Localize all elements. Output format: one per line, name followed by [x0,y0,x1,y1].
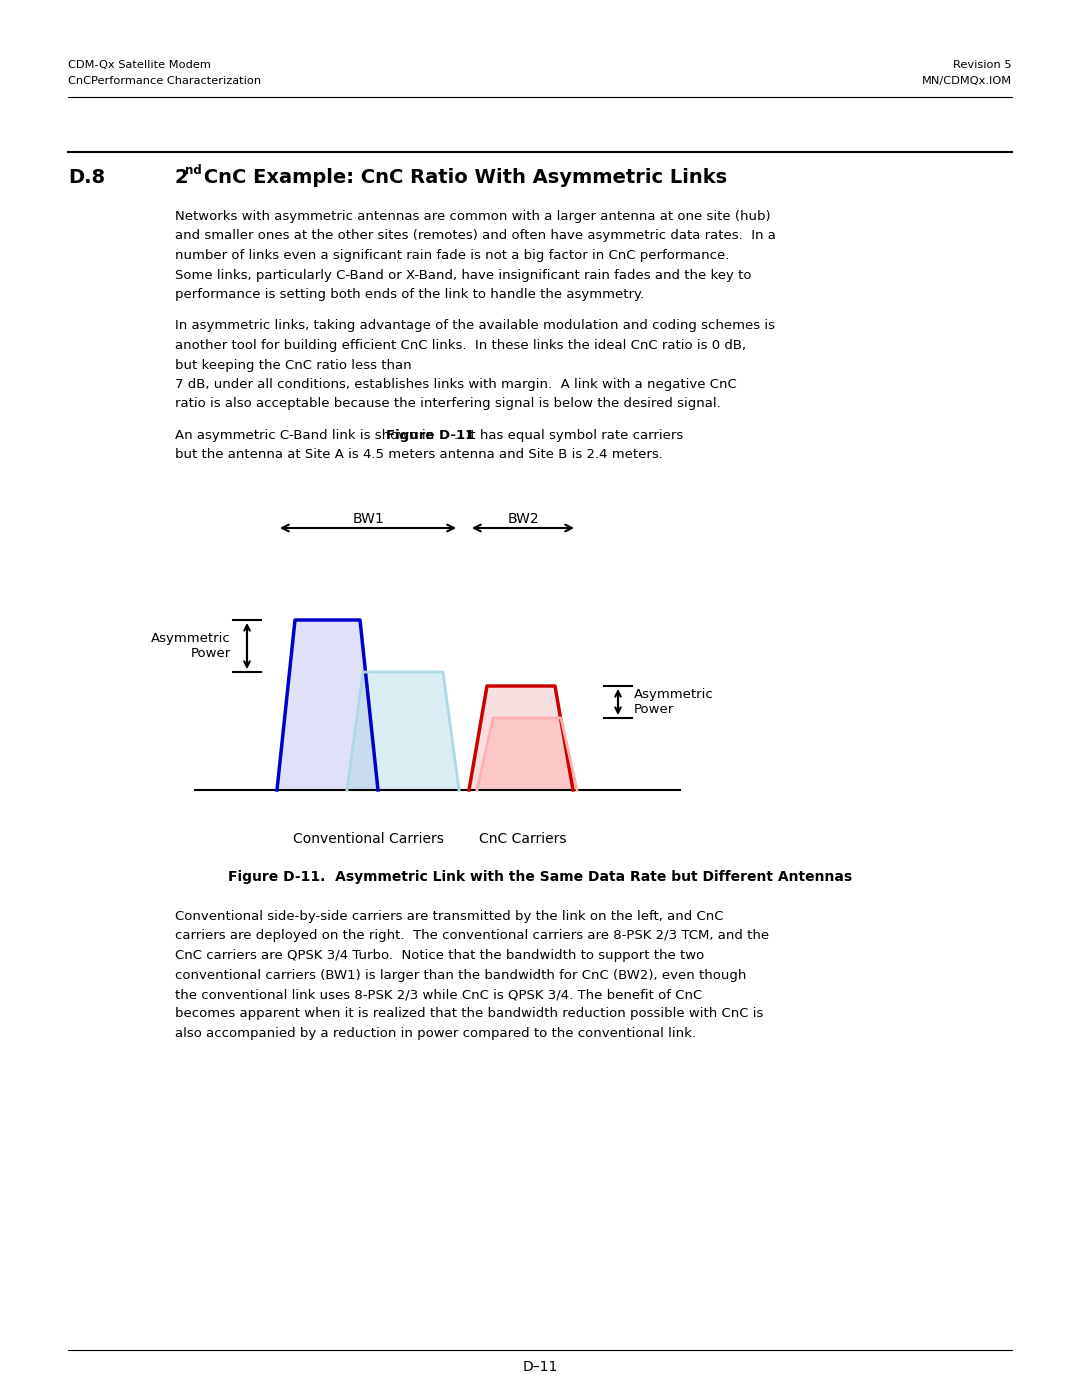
Text: performance is setting both ends of the link to handle the asymmetry.: performance is setting both ends of the … [175,288,644,300]
Text: ratio is also acceptable because the interfering signal is below the desired sig: ratio is also acceptable because the int… [175,398,720,411]
Polygon shape [276,620,378,789]
Text: In asymmetric links, taking advantage of the available modulation and coding sch: In asymmetric links, taking advantage of… [175,320,775,332]
Text: Figure D-11.  Asymmetric Link with the Same Data Rate but Different Antennas: Figure D-11. Asymmetric Link with the Sa… [228,870,852,884]
Text: and smaller ones at the other sites (remotes) and often have asymmetric data rat: and smaller ones at the other sites (rem… [175,229,775,243]
Polygon shape [477,718,577,789]
Polygon shape [347,672,459,789]
Text: number of links even a significant rain fade is not a big factor in CnC performa: number of links even a significant rain … [175,249,729,263]
Text: CnC carriers are QPSK 3/4 Turbo.  Notice that the bandwidth to support the two: CnC carriers are QPSK 3/4 Turbo. Notice … [175,949,704,963]
Text: BW1: BW1 [352,511,383,527]
Text: Some links, particularly C-Band or X-Band, have insignificant rain fades and the: Some links, particularly C-Band or X-Ban… [175,268,752,282]
Text: the conventional link uses 8-PSK 2/3 while CnC is QPSK 3/4. The benefit of CnC: the conventional link uses 8-PSK 2/3 whi… [175,988,702,1002]
Text: D–11: D–11 [523,1361,557,1375]
Text: 7 dB, under all conditions, establishes links with margin.  A link with a negati: 7 dB, under all conditions, establishes … [175,379,737,391]
Text: D.8: D.8 [68,168,105,187]
Text: MN/CDMQx.IOM: MN/CDMQx.IOM [922,75,1012,87]
Text: nd: nd [185,163,202,177]
Text: Asymmetric
Power: Asymmetric Power [151,631,231,659]
Text: CnC Example: CnC Ratio With Asymmetric Links: CnC Example: CnC Ratio With Asymmetric L… [197,168,727,187]
Text: .  It has equal symbol rate carriers: . It has equal symbol rate carriers [454,429,684,441]
Text: 2: 2 [175,168,189,187]
Text: Networks with asymmetric antennas are common with a larger antenna at one site (: Networks with asymmetric antennas are co… [175,210,771,224]
Text: Conventional Carriers: Conventional Carriers [293,833,444,847]
Text: carriers are deployed on the right.  The conventional carriers are 8-PSK 2/3 TCM: carriers are deployed on the right. The … [175,929,769,943]
Text: becomes apparent when it is realized that the bandwidth reduction possible with : becomes apparent when it is realized tha… [175,1007,764,1020]
Text: but keeping the CnC ratio less than: but keeping the CnC ratio less than [175,359,411,372]
Text: CnC Carriers: CnC Carriers [480,833,567,847]
Text: also accompanied by a reduction in power compared to the conventional link.: also accompanied by a reduction in power… [175,1027,696,1039]
Text: another tool for building efficient CnC links.  In these links the ideal CnC rat: another tool for building efficient CnC … [175,339,746,352]
Text: BW2: BW2 [508,511,539,527]
Text: conventional carriers (BW1) is larger than the bandwidth for CnC (BW2), even tho: conventional carriers (BW1) is larger th… [175,968,746,982]
Text: Asymmetric
Power: Asymmetric Power [634,687,714,717]
Text: CDM-Qx Satellite Modem: CDM-Qx Satellite Modem [68,60,211,70]
Text: Conventional side-by-side carriers are transmitted by the link on the left, and : Conventional side-by-side carriers are t… [175,909,724,923]
Text: but the antenna at Site A is 4.5 meters antenna and Site B is 2.4 meters.: but the antenna at Site A is 4.5 meters … [175,448,663,461]
Text: An asymmetric C-Band link is shown in: An asymmetric C-Band link is shown in [175,429,438,441]
Text: Figure D-11: Figure D-11 [386,429,474,441]
Text: CnCPerformance Characterization: CnCPerformance Characterization [68,75,261,87]
Text: Revision 5: Revision 5 [954,60,1012,70]
Polygon shape [469,686,573,789]
